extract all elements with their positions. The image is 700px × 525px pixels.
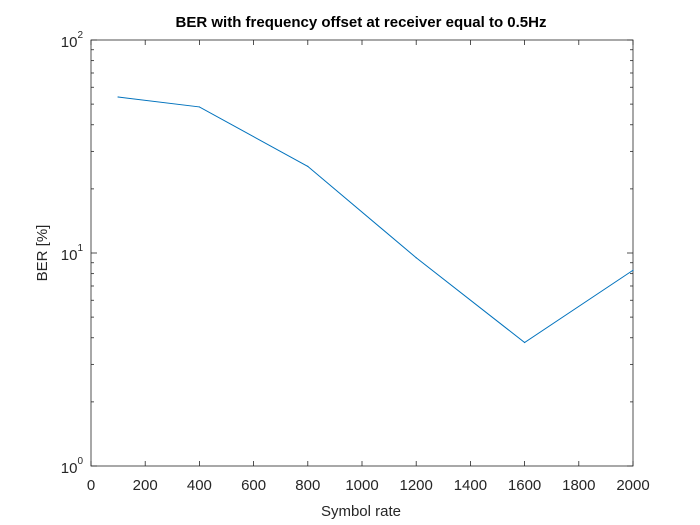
y-axis: 100 101 102 [61, 30, 633, 477]
x-axis-label: Symbol rate [321, 503, 401, 520]
y-tick-label: 101 [61, 243, 84, 264]
data-point [632, 269, 634, 271]
y-tick-label: 100 [61, 456, 84, 477]
x-tick-label: 1400 [454, 477, 487, 494]
x-tick-label: 800 [295, 477, 320, 494]
y-tick-label: 102 [61, 30, 84, 51]
x-tick-label: 400 [187, 477, 212, 494]
x-tick-label: 1800 [562, 477, 595, 494]
x-tick-label: 2000 [616, 477, 649, 494]
chart-title: BER with frequency offset at receiver eq… [176, 14, 547, 31]
series-group [117, 96, 634, 344]
plot-area: 0 200 400 600 800 1000 1200 1400 1600 1800 2000 10… [61, 30, 650, 494]
x-tick-label: 200 [133, 477, 158, 494]
series-line [118, 96, 634, 344]
x-tick-label: 1600 [508, 477, 541, 494]
x-axis: 0 200 400 600 800 1000 1200 1400 1600 1800 2000 [87, 40, 650, 494]
data-point [117, 96, 119, 98]
x-tick-label: 0 [87, 477, 95, 494]
data-point [307, 165, 309, 168]
data-point [198, 106, 200, 108]
x-tick-label: 1200 [400, 477, 433, 494]
data-point [524, 341, 526, 344]
x-tick-label: 600 [241, 477, 266, 494]
data-point [415, 257, 417, 259]
y-axis-label: BER [%] [34, 225, 51, 282]
x-tick-label: 1000 [345, 477, 378, 494]
